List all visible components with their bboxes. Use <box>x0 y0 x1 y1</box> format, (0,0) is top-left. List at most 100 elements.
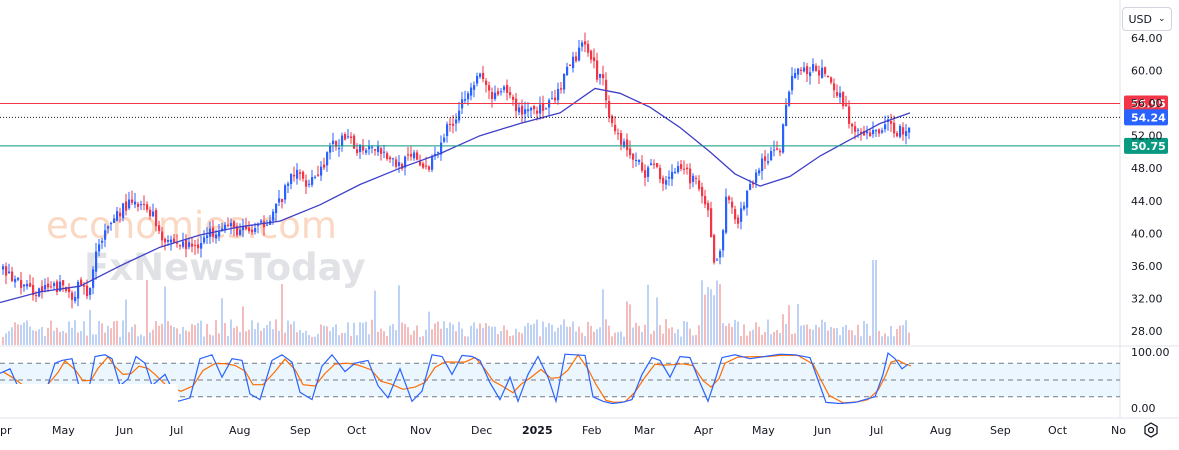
candle-body <box>473 85 476 90</box>
candle-body <box>791 75 794 91</box>
volume-bar <box>608 325 610 345</box>
volume-bar <box>158 325 160 345</box>
volume-bar <box>533 323 535 345</box>
volume-bar <box>599 327 601 345</box>
candle-body <box>365 150 368 153</box>
candle-body <box>311 177 314 185</box>
candle-body <box>803 67 806 72</box>
candle-body <box>161 231 164 241</box>
candle-body <box>188 242 191 248</box>
candle-body <box>323 164 326 168</box>
candle-body <box>710 208 713 237</box>
volume-bar <box>698 325 700 345</box>
candle-body <box>602 74 605 79</box>
volume-bar <box>812 329 814 345</box>
candle-body <box>545 108 548 110</box>
candle-body <box>332 140 335 145</box>
candle-body <box>509 92 512 96</box>
volume-bar <box>611 336 613 345</box>
candle-body <box>581 42 584 47</box>
x-tick-label: Aug <box>930 424 951 437</box>
volume-bar <box>269 321 271 345</box>
volume-bar <box>710 289 712 345</box>
volume-bar <box>407 327 409 345</box>
volume-bar <box>332 327 334 345</box>
candle-body <box>104 230 107 240</box>
candle-body <box>902 127 905 135</box>
oscillator-d-line <box>2 353 912 404</box>
candle-body <box>590 50 593 60</box>
volume-bar <box>14 322 16 345</box>
candle-body <box>488 85 491 91</box>
volume-bar <box>305 330 307 345</box>
volume-bar <box>806 324 808 345</box>
y-tick-label: 40.00 <box>1131 227 1163 240</box>
currency-selector[interactable]: USD ⌄ <box>1122 7 1172 31</box>
moving-average <box>0 87 911 304</box>
candle-body <box>734 209 737 220</box>
candle-body <box>113 218 116 223</box>
candle-body <box>632 153 635 160</box>
volume-bar <box>284 332 286 345</box>
candle-body <box>665 180 668 185</box>
volume-bar <box>581 332 583 345</box>
volume-bar <box>860 336 862 345</box>
candle-body <box>908 127 911 133</box>
volume-bar <box>53 330 55 345</box>
candle-body <box>404 156 407 168</box>
volume-bar <box>491 326 493 345</box>
candle-body <box>845 104 848 107</box>
candle-body <box>29 283 32 287</box>
candle-body <box>266 224 269 226</box>
y-tick-label: 48.00 <box>1131 162 1163 175</box>
candle-body <box>809 72 812 77</box>
candle-body <box>836 92 839 96</box>
x-tick-label: Aug <box>229 424 250 437</box>
volume-bar <box>11 327 13 345</box>
candle-body <box>356 149 359 154</box>
candle-body <box>374 149 377 151</box>
candle-body <box>23 284 26 287</box>
candle-body <box>686 167 689 170</box>
volume-bar <box>326 326 328 345</box>
volume-bar <box>176 328 178 345</box>
volume-bar <box>185 330 187 345</box>
volume-bar <box>356 335 358 345</box>
candle-body <box>542 103 545 111</box>
candle-body <box>59 281 62 292</box>
chart-settings-button[interactable] <box>1140 420 1162 440</box>
candle-body <box>860 131 863 134</box>
candle-body <box>608 101 611 118</box>
candle-body <box>557 88 560 101</box>
volume-bar <box>512 335 514 345</box>
volume-bar <box>461 328 463 345</box>
candle-body <box>176 242 179 244</box>
x-tick-label: pr <box>0 424 12 437</box>
candle-body <box>218 231 221 237</box>
candle-body <box>569 64 572 66</box>
volume-bar <box>830 326 832 345</box>
candle-body <box>893 122 896 134</box>
volume-bar <box>758 326 760 345</box>
volume-bar <box>398 285 400 345</box>
volume-bar <box>365 321 367 345</box>
volume-bar <box>257 322 259 345</box>
candle-body <box>785 104 788 126</box>
x-tick-label: Sep <box>990 424 1011 437</box>
candle-body <box>563 73 566 90</box>
candle-body <box>740 208 743 222</box>
volume-bar <box>167 321 169 345</box>
volume-bar <box>476 328 478 345</box>
watermark: economies.com FxNewsToday <box>46 204 366 289</box>
candle-body <box>869 132 872 137</box>
volume-bar <box>704 294 706 345</box>
volume-bar <box>707 287 709 345</box>
candle-body <box>272 211 275 221</box>
candle-body <box>707 203 710 211</box>
candle-body <box>173 238 176 243</box>
volume-bar <box>206 323 208 345</box>
candle-body <box>152 211 155 217</box>
candle-body <box>491 92 494 99</box>
